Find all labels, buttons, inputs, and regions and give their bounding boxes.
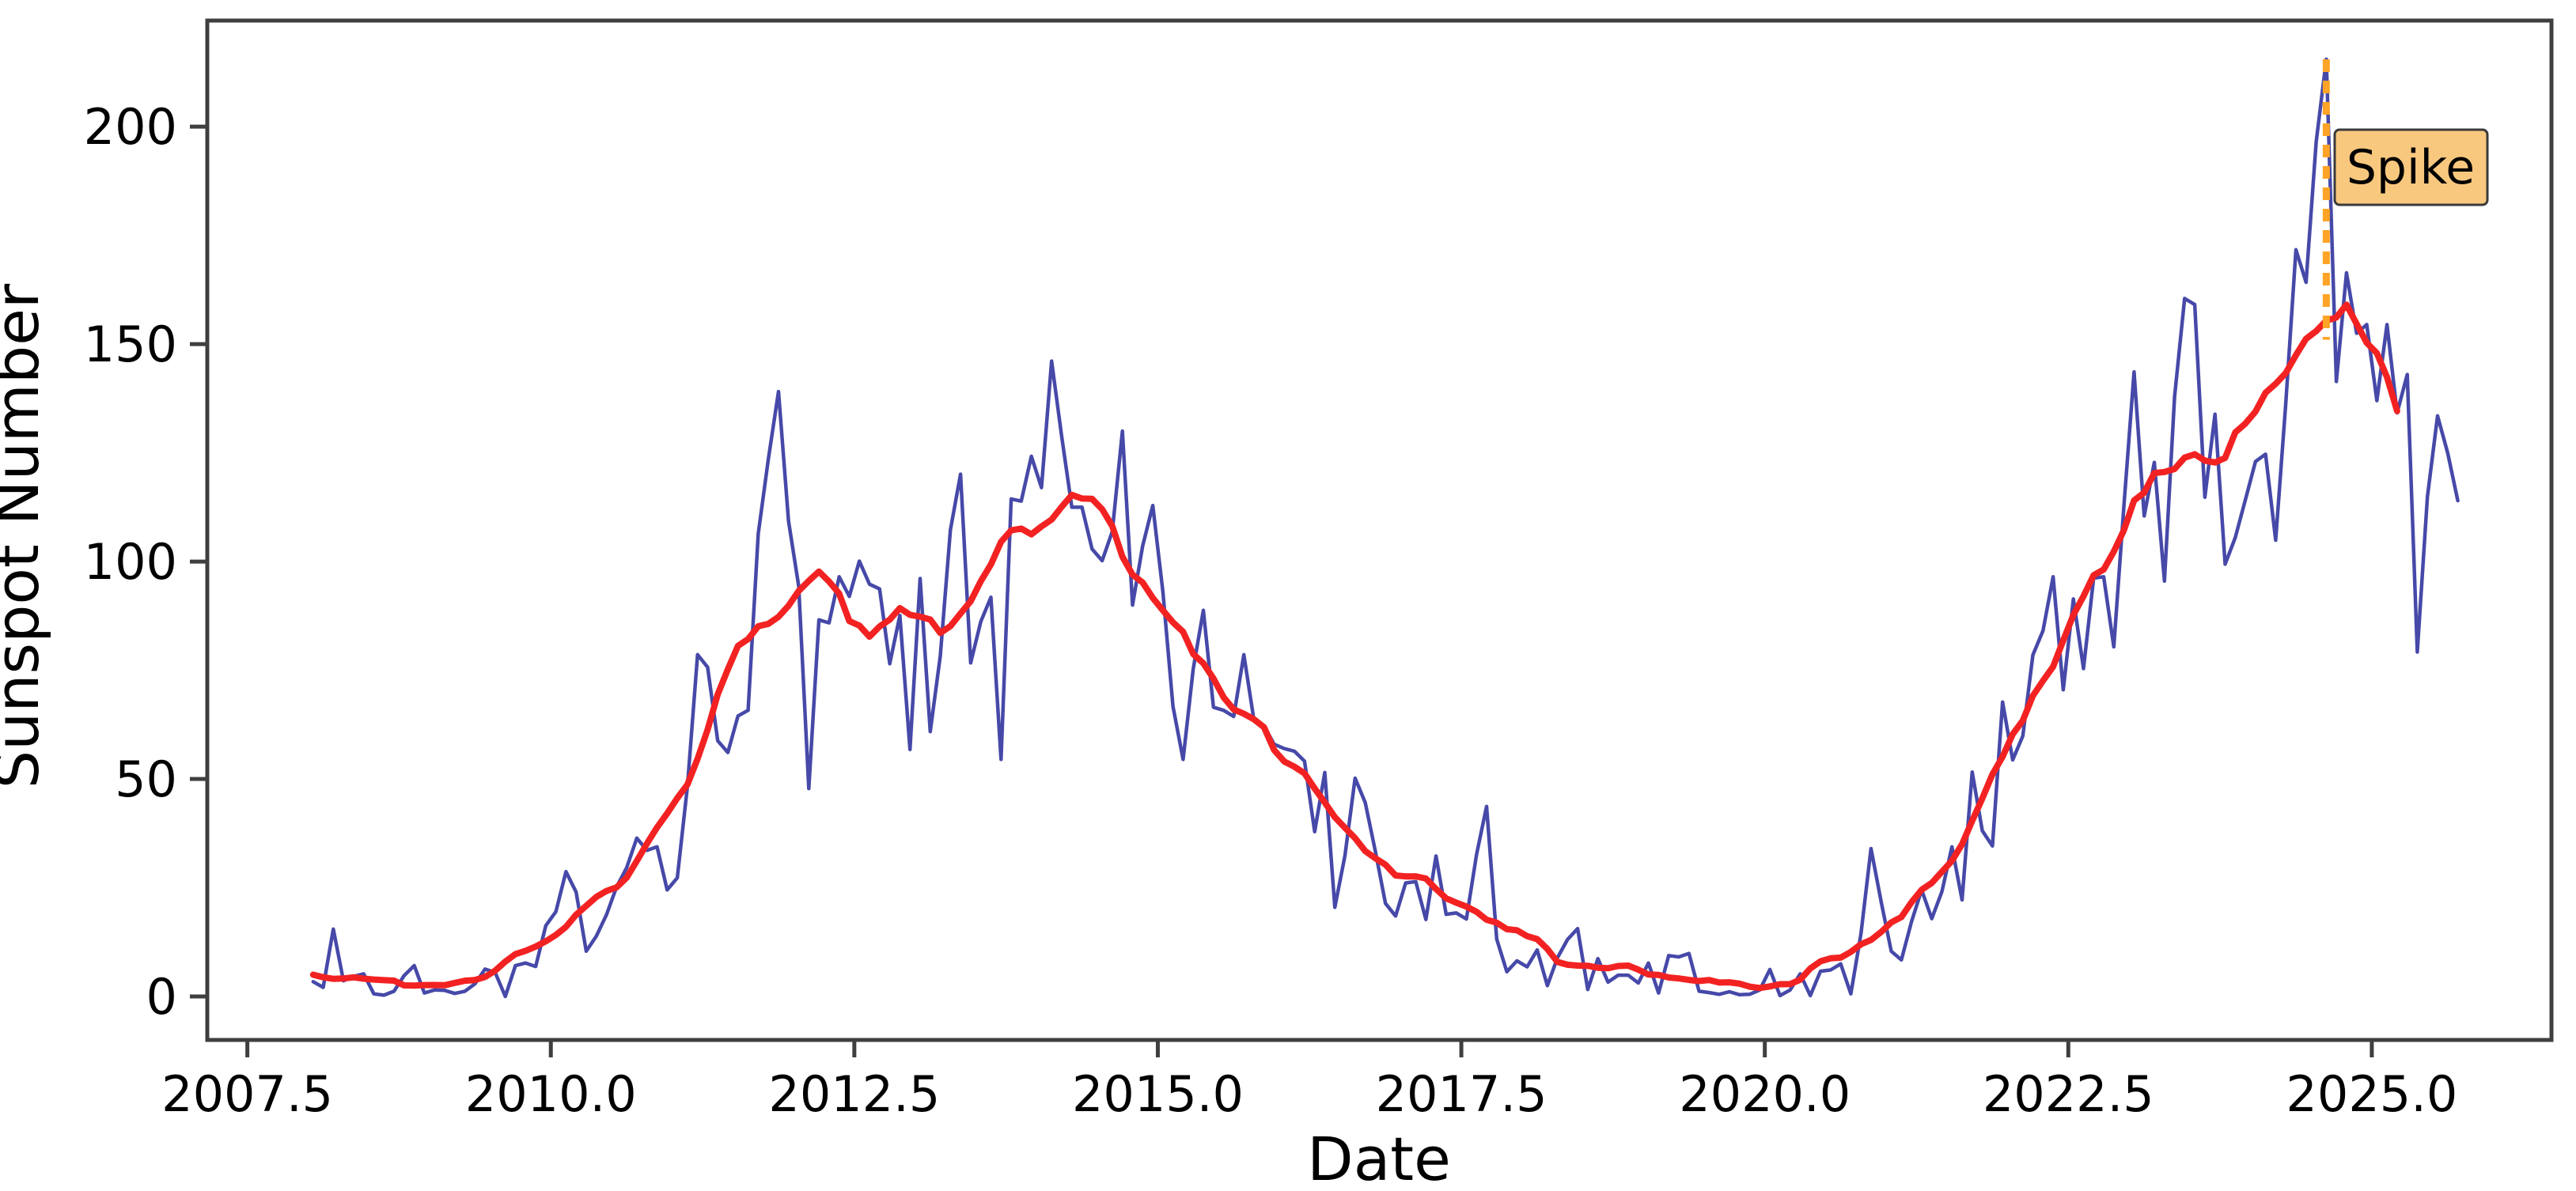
- x-tick-label: 2010.0: [465, 1065, 637, 1123]
- y-tick-label: 100: [84, 533, 177, 591]
- axis-ticks-layer: 2007.5 2010.0 2012.5 2015.0 2017.5 2020.0 2022…: [84, 98, 2458, 1123]
- x-tick-label: 2025.0: [2286, 1065, 2457, 1123]
- spike-annotation: Spike: [2333, 128, 2489, 206]
- monthly-sunspot-line: [311, 57, 2460, 999]
- x-axis-label: Date: [1307, 1124, 1451, 1191]
- y-axis-label: Sunspot Number: [0, 283, 52, 788]
- x-tick-label: 2012.5: [768, 1065, 940, 1123]
- data-series-layer: [309, 57, 2460, 999]
- y-tick-label: 150: [84, 316, 177, 373]
- x-tick-label: 2015.0: [1072, 1065, 1244, 1123]
- x-tick-label: 2020.0: [1679, 1065, 1851, 1123]
- y-tick-label: 200: [84, 98, 177, 156]
- x-tick-label: 2017.5: [1376, 1065, 1547, 1123]
- y-tick-label: 50: [115, 751, 177, 808]
- x-tick-label: 2007.5: [161, 1065, 333, 1123]
- spike-annotation-box: [2333, 128, 2489, 206]
- axis-labels: Date Sunspot Number: [0, 283, 1451, 1191]
- spike-annotation-label: Spike: [2347, 140, 2475, 195]
- plot-frame-layer: [205, 18, 2554, 1042]
- plot-frame: [205, 18, 2554, 1042]
- y-tick-label: 0: [146, 968, 177, 1026]
- smoothed-sunspot-line: [309, 301, 2400, 992]
- x-tick-label: 2022.5: [1983, 1065, 2154, 1123]
